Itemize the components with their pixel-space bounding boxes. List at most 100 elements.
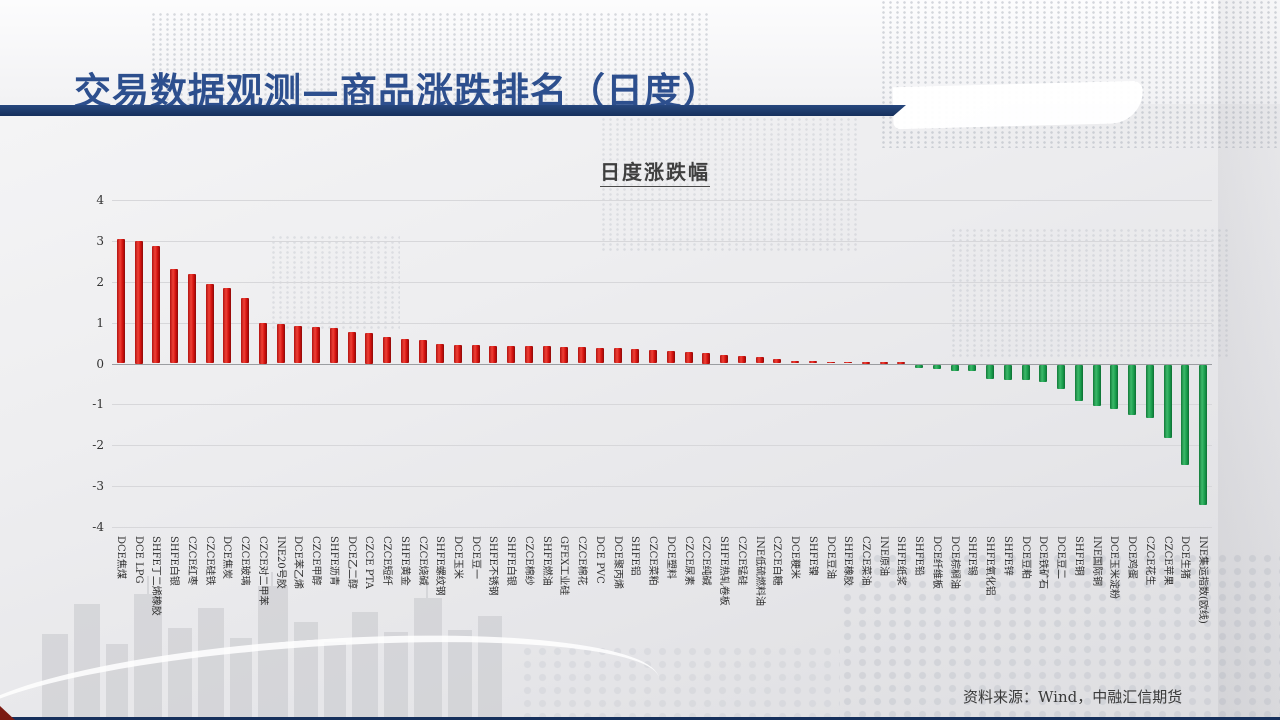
x-axis-label: INE低硫燃料油 [753, 536, 765, 606]
bar-DCE鸡蛋 [1128, 364, 1137, 415]
x-axis-label: CZCE PTA [363, 536, 375, 589]
gridline [112, 486, 1212, 488]
x-axis-label: SHFE铝 [629, 536, 641, 576]
bar-INE低硫燃料油 [755, 357, 764, 364]
bar-SHFE白银 [170, 269, 179, 364]
bar-SHFE纸浆 [897, 362, 906, 364]
x-axis-label: INE原油 [877, 536, 889, 576]
x-axis-label: CZCE玻璃 [239, 536, 251, 586]
bar-CZCE白糖 [773, 359, 782, 364]
x-axis-label: CZCE红枣 [185, 536, 197, 586]
bar-SHFE丁二烯橡胶 [152, 245, 161, 364]
x-axis-label: INE集运指数(欧线) [1197, 536, 1208, 624]
bar-DCE豆二 [1057, 364, 1066, 389]
bar-INE国际铜 [1092, 364, 1101, 407]
bar-DCE PVC [595, 347, 604, 364]
bar-DCE塑料 [666, 351, 675, 364]
y-axis-tick-label: 1 [96, 315, 104, 330]
title-divider-bar [0, 105, 906, 116]
bar-SHFE白银 [507, 345, 516, 364]
x-axis-label: SHFE锌 [1001, 536, 1013, 576]
bar-DCE豆油 [826, 361, 835, 364]
y-axis-tick-label: -3 [92, 479, 104, 494]
x-axis-label: SHFE镍 [806, 536, 818, 576]
bar-CZCE纯碱 [702, 353, 711, 364]
bar-SHFE燃油 [542, 346, 551, 364]
bar-DCE LPG [134, 240, 143, 364]
x-axis-label: DCE豆二 [1055, 536, 1067, 579]
x-axis-label: DCE苯乙烯 [292, 536, 304, 589]
x-axis-label: DCE纤维板 [930, 536, 942, 589]
x-axis-label: DCE乙二醇 [345, 536, 357, 589]
bar-CZCE棉纱 [524, 345, 533, 364]
zero-axis-line [112, 363, 1212, 365]
bar-SHFE铜 [1074, 364, 1083, 402]
x-axis-label: CZCE锰硅 [735, 536, 747, 586]
y-axis-tick-label: 4 [96, 193, 104, 207]
x-axis-label: CZCE苹果 [1161, 536, 1173, 586]
bar-DCE豆粕 [1021, 364, 1030, 381]
x-axis-label: CZCE硅铁 [203, 536, 215, 586]
y-axis-tick-label: -4 [92, 520, 104, 534]
bar-GFEX工业硅 [560, 346, 569, 364]
bar-SHFE锡 [968, 364, 977, 372]
x-axis-label: DCE焦煤 [115, 536, 126, 579]
x-axis-label: SHFE黄金 [398, 536, 410, 586]
x-axis-label: CZCE棉花 [576, 536, 588, 586]
bar-CZCE锰硅 [737, 356, 746, 364]
x-axis-label: SHFE热轧卷板 [718, 536, 730, 606]
y-axis-tick-label: -1 [92, 397, 104, 412]
chart-title: 日度涨跌幅 [455, 156, 855, 187]
bar-CZCE甲醇 [312, 326, 321, 364]
bar-DCE乙二醇 [347, 331, 356, 364]
x-axis-label: SHFE燃油 [540, 536, 552, 586]
bar-DCE玉米 [454, 344, 463, 364]
x-axis-label: DCE玉米 [452, 536, 464, 579]
bar-SHFE螺纹钢 [436, 344, 445, 364]
gridline [112, 527, 1212, 528]
x-axis-label: SHFE沥青 [327, 536, 339, 586]
x-axis-label: CZCE对二甲苯 [256, 536, 268, 606]
x-axis-label: DCE鸡蛋 [1126, 536, 1138, 579]
x-axis-label: INE国际铜 [1090, 536, 1102, 586]
right-edge-shade [1218, 0, 1280, 720]
bottom-navy-strip [0, 717, 1280, 720]
plot-area [112, 200, 1212, 528]
x-axis-label: SHFE橡胶 [842, 536, 854, 586]
bar-DCE焦炭 [223, 287, 232, 364]
bar-DCE苯乙烯 [294, 325, 303, 364]
y-axis-tick-label: -2 [92, 438, 104, 453]
x-axis-label: SHFE纸浆 [895, 536, 907, 586]
bar-SHFE镍 [808, 361, 817, 364]
y-axis-tick-label: 0 [96, 356, 104, 371]
x-axis-label: SHFE螺纹钢 [434, 536, 446, 596]
x-axis-label: SHFE不锈钢 [487, 536, 499, 596]
x-axis-label: SHFE锡 [966, 536, 978, 576]
bar-INE原油 [879, 362, 888, 364]
x-axis-label: CZCE纯碱 [700, 536, 712, 586]
x-axis-label: SHFE铜 [1072, 536, 1084, 576]
bar-DCE生猪 [1181, 364, 1190, 466]
bar-INE20号胶 [276, 323, 285, 364]
x-axis-label: CZCE菜粕 [647, 536, 659, 586]
x-axis-label: DCE焦炭 [221, 536, 233, 579]
bar-CZCE尿素 [684, 352, 693, 364]
x-axis-label: CZCE白糖 [771, 536, 783, 586]
x-axis-label: DCE豆油 [824, 536, 836, 579]
bar-CZCE苹果 [1163, 364, 1172, 438]
x-axis-label: DCE塑料 [664, 536, 676, 579]
x-axis-label: INE20号胶 [274, 536, 286, 589]
bar-SHFE铅 [915, 364, 924, 369]
x-axis-label: CZCE短纤 [381, 536, 393, 586]
bar-SHFE橡胶 [844, 361, 853, 364]
x-axis-label: DCE豆一 [469, 536, 481, 579]
bar-CZCE菜油 [861, 362, 870, 364]
bar-INE集运指数(欧线) [1199, 364, 1207, 506]
x-axis-label: SHFE白银 [168, 536, 180, 586]
gridline [112, 200, 1212, 201]
gridline [112, 281, 1212, 283]
x-axis-label: CZCE尿素 [682, 536, 694, 586]
gridline [112, 445, 1212, 447]
bar-CZCE对二甲苯 [258, 322, 267, 364]
x-axis-label: SHFE丁二烯橡胶 [150, 536, 162, 616]
